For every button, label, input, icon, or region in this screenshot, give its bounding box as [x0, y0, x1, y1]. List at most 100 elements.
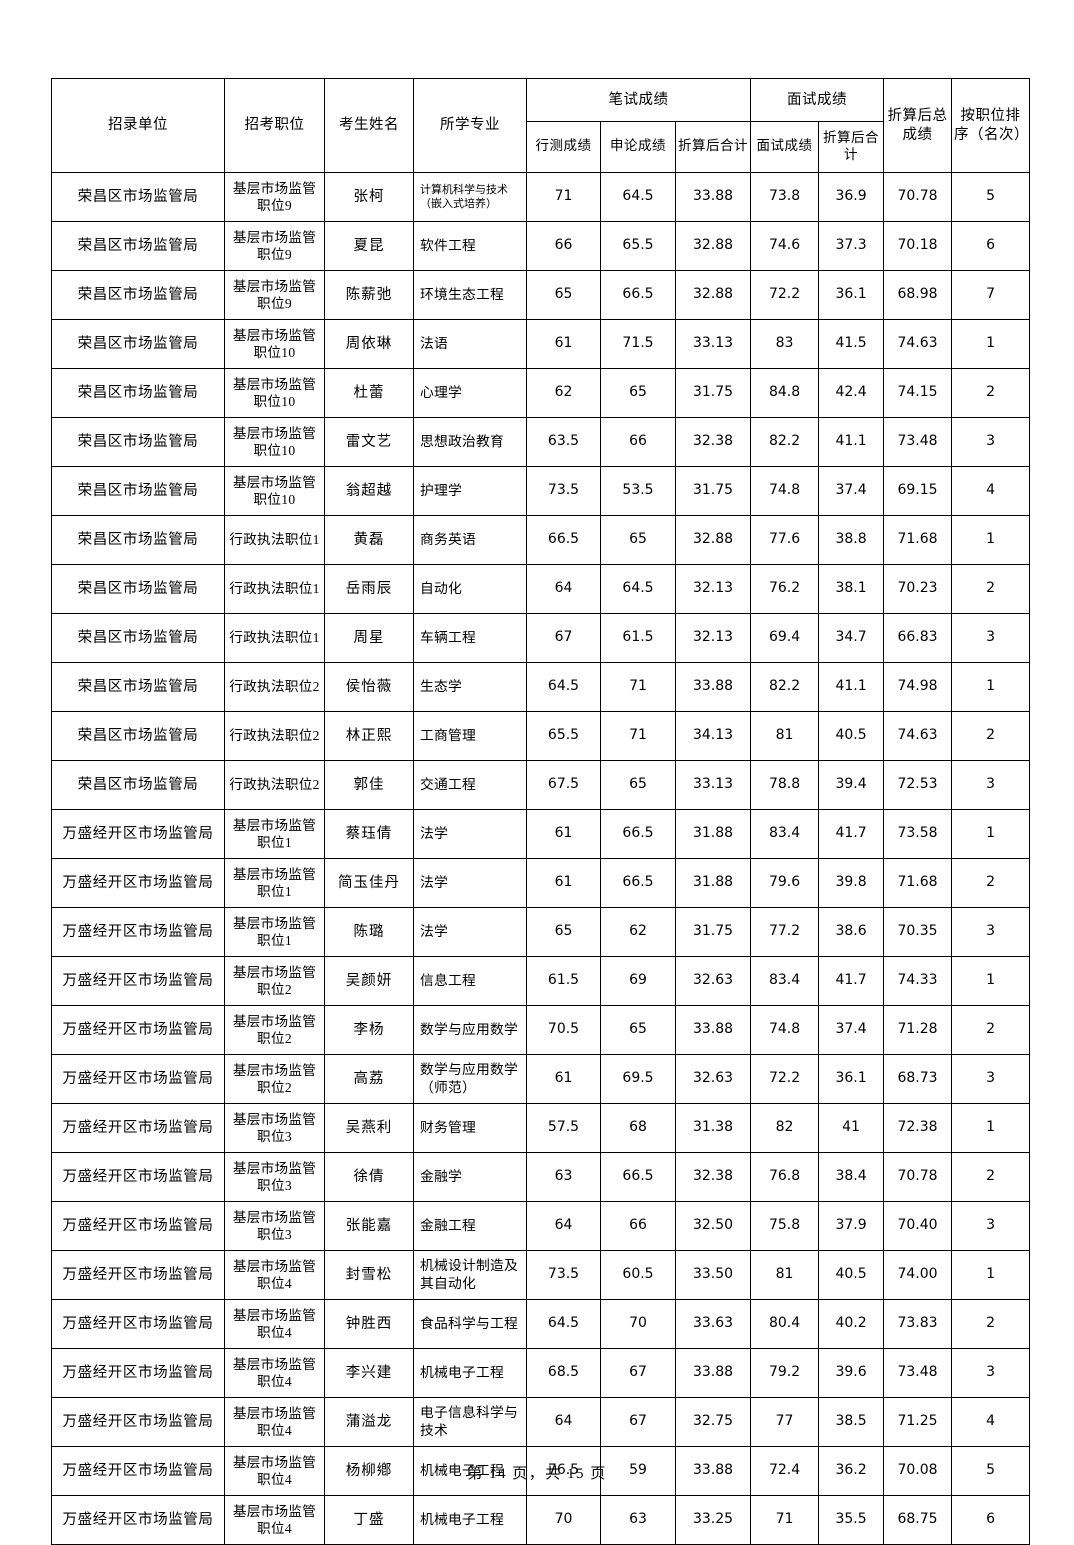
cell-shenlun-score: 66.5 — [600, 809, 676, 859]
cell-xingce-score: 73.5 — [526, 466, 601, 516]
cell-position: 基层市场监管职位9 — [224, 270, 325, 320]
cell-interview-score: 77.6 — [750, 515, 820, 565]
cell-rank: 3 — [951, 1348, 1031, 1398]
cell-interview-converted: 41.5 — [818, 319, 885, 369]
cell-candidate-name: 张柯 — [324, 172, 414, 222]
cell-interview-score: 79.2 — [750, 1348, 820, 1398]
table-row: 荣昌区市场监管局 基层市场监管职位9 张柯 计算机科学与技术（嵌入式培养） 71 64.5… — [51, 172, 1031, 222]
cell-unit: 万盛经开区市场监管局 — [51, 1005, 225, 1055]
cell-written-converted: 33.50 — [674, 1250, 752, 1300]
cell-interview-score: 76.8 — [750, 1152, 820, 1202]
cell-position: 基层市场监管职位9 — [224, 172, 325, 222]
cell-position: 基层市场监管职位1 — [224, 809, 325, 859]
cell-written-converted: 32.13 — [674, 613, 752, 663]
cell-major: 法学 — [413, 907, 527, 957]
cell-rank: 3 — [951, 1054, 1031, 1104]
cell-written-converted: 32.63 — [674, 956, 752, 1006]
cell-xingce-score: 73.5 — [526, 1250, 601, 1300]
cell-interview-converted: 38.8 — [818, 515, 885, 565]
cell-interview-converted: 41.1 — [818, 417, 885, 467]
cell-unit: 万盛经开区市场监管局 — [51, 1299, 225, 1349]
cell-written-converted: 32.38 — [674, 1152, 752, 1202]
cell-interview-converted: 38.5 — [818, 1397, 885, 1447]
cell-candidate-name: 侯怡薇 — [324, 662, 414, 712]
cell-shenlun-score: 71 — [600, 662, 676, 712]
header-name: 考生姓名 — [324, 78, 414, 173]
cell-interview-converted: 38.6 — [818, 907, 885, 957]
header-written-group: 笔试成绩 — [525, 78, 752, 122]
table-row: 万盛经开区市场监管局 基层市场监管职位4 丁盛 机械电子工程 70 63 33.25 71 35… — [51, 1495, 1031, 1545]
table-row: 万盛经开区市场监管局 基层市场监管职位1 简玉佳丹 法学 61 66.5 31.88 79.6… — [51, 858, 1031, 908]
table-row: 万盛经开区市场监管局 基层市场监管职位4 蒲溢龙 电子信息科学与技术 64 67 32.75… — [51, 1397, 1031, 1447]
cell-written-converted: 32.63 — [674, 1054, 752, 1104]
cell-candidate-name: 徐倩 — [324, 1152, 414, 1202]
cell-written-converted: 33.13 — [674, 319, 752, 369]
cell-unit: 万盛经开区市场监管局 — [51, 1054, 225, 1104]
cell-xingce-score: 61 — [526, 1054, 601, 1104]
cell-xingce-score: 68.5 — [526, 1348, 601, 1398]
table-row: 万盛经开区市场监管局 基层市场监管职位3 吴燕利 财务管理 57.5 68 31.38 82 4… — [51, 1103, 1031, 1153]
cell-xingce-score: 63.5 — [526, 417, 601, 467]
cell-written-converted: 32.75 — [674, 1397, 752, 1447]
cell-position: 基层市场监管职位1 — [224, 858, 325, 908]
cell-written-converted: 33.88 — [674, 1446, 752, 1496]
cell-shenlun-score: 66 — [600, 1201, 676, 1251]
cell-interview-converted: 40.5 — [818, 711, 885, 761]
cell-written-converted: 31.75 — [674, 907, 752, 957]
cell-position: 基层市场监管职位10 — [224, 368, 325, 418]
cell-major: 软件工程 — [413, 221, 527, 271]
cell-major: 信息工程 — [413, 956, 527, 1006]
cell-candidate-name: 钟胜西 — [324, 1299, 414, 1349]
cell-xingce-score: 57.5 — [526, 1103, 601, 1153]
cell-interview-converted: 41.7 — [818, 956, 885, 1006]
cell-interview-score: 71 — [750, 1495, 820, 1545]
cell-interview-converted: 41.1 — [818, 662, 885, 712]
cell-major: 环境生态工程 — [413, 270, 527, 320]
cell-rank: 1 — [951, 515, 1031, 565]
cell-unit: 荣昌区市场监管局 — [51, 270, 225, 320]
cell-major: 思想政治教育 — [413, 417, 527, 467]
cell-interview-converted: 41.7 — [818, 809, 885, 859]
cell-major: 法语 — [413, 319, 527, 369]
cell-shenlun-score: 66.5 — [600, 270, 676, 320]
cell-position: 基层市场监管职位2 — [224, 1054, 325, 1104]
cell-position: 基层市场监管职位4 — [224, 1299, 325, 1349]
cell-major: 机械电子工程 — [413, 1495, 527, 1545]
cell-position: 基层市场监管职位3 — [224, 1152, 325, 1202]
table-row: 荣昌区市场监管局 行政执法职位2 林正熙 工商管理 65.5 71 34.13 81 40.5 7… — [51, 711, 1031, 761]
cell-candidate-name: 陈璐 — [324, 907, 414, 957]
cell-candidate-name: 陈薪弛 — [324, 270, 414, 320]
cell-major: 交通工程 — [413, 760, 527, 810]
cell-candidate-name: 简玉佳丹 — [324, 858, 414, 908]
cell-interview-converted: 38.4 — [818, 1152, 885, 1202]
cell-interview-converted: 41 — [818, 1103, 885, 1153]
cell-interview-converted: 38.1 — [818, 564, 885, 614]
table-row: 荣昌区市场监管局 基层市场监管职位9 夏昆 软件工程 66 65.5 32.88 74.6 37… — [51, 221, 1031, 271]
cell-interview-score: 72.2 — [750, 270, 820, 320]
cell-unit: 荣昌区市场监管局 — [51, 172, 225, 222]
cell-unit: 荣昌区市场监管局 — [51, 417, 225, 467]
cell-xingce-score: 61 — [526, 319, 601, 369]
cell-total-score: 70.78 — [883, 172, 953, 222]
cell-shenlun-score: 65 — [600, 760, 676, 810]
cell-interview-score: 83.4 — [750, 809, 820, 859]
cell-major: 电子信息科学与技术 — [413, 1397, 527, 1447]
cell-candidate-name: 林正熙 — [324, 711, 414, 761]
cell-rank: 2 — [951, 368, 1031, 418]
cell-major: 护理学 — [413, 466, 527, 516]
document-page: 招录单位 招考职位 考生姓名 所学专业 笔试成绩 面试成绩 折算后总成绩 按职位… — [51, 78, 1031, 1545]
cell-rank: 3 — [951, 760, 1031, 810]
cell-xingce-score: 63 — [526, 1152, 601, 1202]
cell-candidate-name: 丁盛 — [324, 1495, 414, 1545]
cell-total-score: 68.73 — [883, 1054, 953, 1104]
cell-position: 行政执法职位1 — [224, 564, 325, 614]
cell-rank: 3 — [951, 417, 1031, 467]
cell-written-converted: 32.38 — [674, 417, 752, 467]
cell-position: 行政执法职位1 — [224, 613, 325, 663]
cell-total-score: 70.78 — [883, 1152, 953, 1202]
cell-total-score: 74.63 — [883, 319, 953, 369]
cell-total-score: 74.33 — [883, 956, 953, 1006]
cell-major: 金融工程 — [413, 1201, 527, 1251]
table-row: 荣昌区市场监管局 基层市场监管职位10 雷文艺 思想政治教育 63.5 66 32.38 82… — [51, 417, 1031, 467]
cell-written-converted: 31.88 — [674, 858, 752, 908]
